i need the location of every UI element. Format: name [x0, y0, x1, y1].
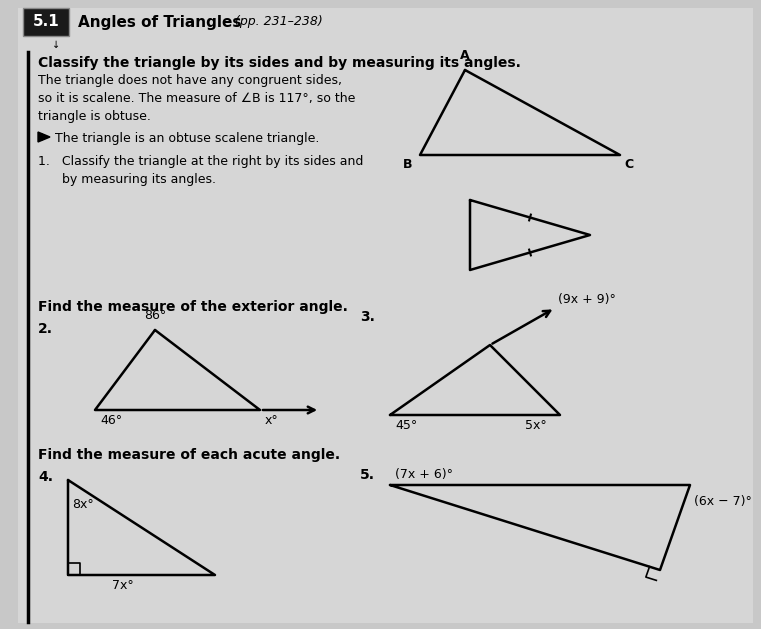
Text: Find the measure of each acute angle.: Find the measure of each acute angle.: [38, 448, 340, 462]
Text: 1.   Classify the triangle at the right by its sides and
      by measuring its : 1. Classify the triangle at the right by…: [38, 155, 363, 186]
Text: (9x + 9)°: (9x + 9)°: [558, 293, 616, 306]
Text: Find the measure of the exterior angle.: Find the measure of the exterior angle.: [38, 300, 348, 314]
Text: (7x + 6)°: (7x + 6)°: [395, 468, 453, 481]
Text: 5x°: 5x°: [525, 419, 546, 432]
Text: B: B: [403, 158, 412, 171]
Text: 4.: 4.: [38, 470, 53, 484]
Text: ↓: ↓: [52, 40, 60, 50]
Text: 8x°: 8x°: [72, 498, 94, 511]
Text: 86°: 86°: [144, 309, 166, 322]
FancyBboxPatch shape: [23, 8, 69, 36]
Text: The triangle does not have any congruent sides,
so it is scalene. The measure of: The triangle does not have any congruent…: [38, 74, 355, 123]
Text: 5.: 5.: [360, 468, 375, 482]
Text: 2.: 2.: [38, 322, 53, 336]
Text: (pp. 231–238): (pp. 231–238): [235, 16, 323, 28]
Text: C: C: [624, 158, 633, 171]
Text: Classify the triangle by its sides and by measuring its angles.: Classify the triangle by its sides and b…: [38, 56, 521, 70]
Text: 45°: 45°: [395, 419, 417, 432]
Text: 5.1: 5.1: [33, 14, 59, 30]
Text: The triangle is an obtuse scalene triangle.: The triangle is an obtuse scalene triang…: [55, 132, 320, 145]
Text: 7x°: 7x°: [112, 579, 134, 592]
Text: 3.: 3.: [360, 310, 375, 324]
Polygon shape: [38, 132, 50, 142]
Text: 46°: 46°: [100, 414, 122, 427]
Text: (6x − 7)°: (6x − 7)°: [694, 495, 752, 508]
Text: x°: x°: [265, 414, 279, 427]
Text: A: A: [460, 49, 470, 62]
Text: Angles of Triangles: Angles of Triangles: [78, 14, 241, 30]
FancyBboxPatch shape: [18, 8, 753, 623]
